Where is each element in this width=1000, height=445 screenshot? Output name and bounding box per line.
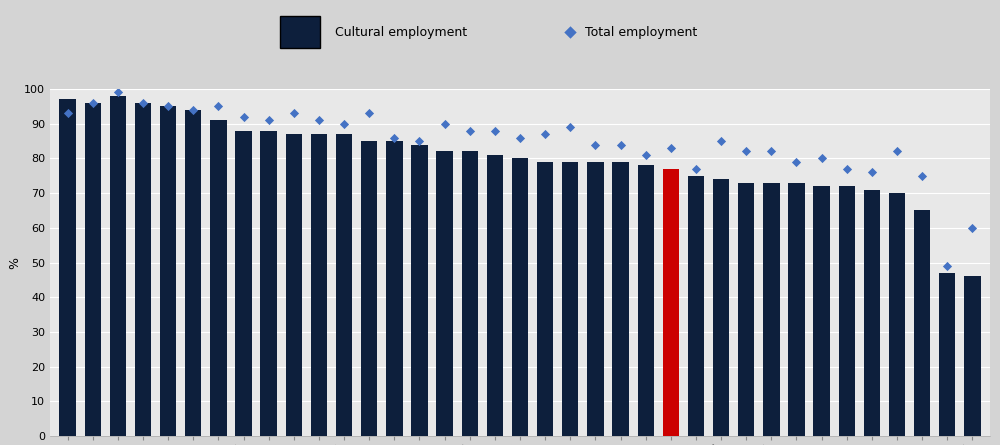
Bar [361, 141, 377, 436]
Point [914, 172, 930, 179]
FancyBboxPatch shape [280, 16, 320, 49]
Bar [286, 134, 302, 436]
Bar [462, 151, 478, 436]
Point [738, 148, 754, 155]
Point [60, 110, 76, 117]
Point [135, 99, 151, 106]
Point [160, 103, 176, 110]
Text: Total employment: Total employment [585, 26, 697, 39]
Point [462, 127, 478, 134]
Point [713, 138, 729, 145]
Point [788, 158, 804, 166]
Point [964, 224, 980, 231]
Point [236, 113, 252, 120]
Bar [864, 190, 880, 436]
Point [437, 120, 453, 127]
Bar [110, 96, 126, 436]
Point [688, 165, 704, 172]
Bar [763, 183, 780, 436]
Point [85, 99, 101, 106]
Point [613, 141, 629, 148]
Bar [537, 162, 553, 436]
Bar [562, 162, 578, 436]
Bar [788, 183, 805, 436]
Bar [210, 120, 227, 436]
Bar [311, 134, 327, 436]
Y-axis label: %: % [8, 257, 21, 268]
Bar [235, 131, 252, 436]
Bar [914, 210, 930, 436]
Point [411, 138, 427, 145]
Point [814, 155, 830, 162]
Bar [939, 273, 955, 436]
Bar [587, 162, 604, 436]
Bar [638, 166, 654, 436]
Point [512, 134, 528, 141]
Point [336, 120, 352, 127]
Bar [612, 162, 629, 436]
Bar [59, 99, 76, 436]
Point [663, 145, 679, 152]
Point [386, 134, 402, 141]
Bar [813, 186, 830, 436]
Point [839, 165, 855, 172]
Bar [839, 186, 855, 436]
Point [864, 169, 880, 176]
Point [587, 141, 603, 148]
Bar [135, 103, 151, 436]
Point [889, 148, 905, 155]
Point [261, 117, 277, 124]
Bar [436, 151, 453, 436]
Point [210, 103, 226, 110]
Bar [185, 110, 201, 436]
Bar [889, 193, 905, 436]
Bar [411, 145, 428, 436]
Point [939, 263, 955, 270]
Point [537, 130, 553, 138]
Bar [336, 134, 352, 436]
Point [110, 89, 126, 96]
Bar [738, 183, 754, 436]
Point [361, 110, 377, 117]
Point [638, 151, 654, 158]
Bar [386, 141, 402, 436]
Point [487, 127, 503, 134]
Point [286, 110, 302, 117]
Point [311, 117, 327, 124]
Bar [663, 169, 679, 436]
Bar [487, 155, 503, 436]
Bar [688, 176, 704, 436]
Bar [85, 103, 101, 436]
Bar [160, 106, 176, 436]
Bar [260, 131, 277, 436]
Point [562, 124, 578, 131]
Point [185, 106, 201, 113]
Bar [512, 158, 528, 436]
Bar [713, 179, 729, 436]
Point [763, 148, 779, 155]
Text: Cultural employment: Cultural employment [335, 26, 467, 39]
Bar [964, 276, 981, 436]
